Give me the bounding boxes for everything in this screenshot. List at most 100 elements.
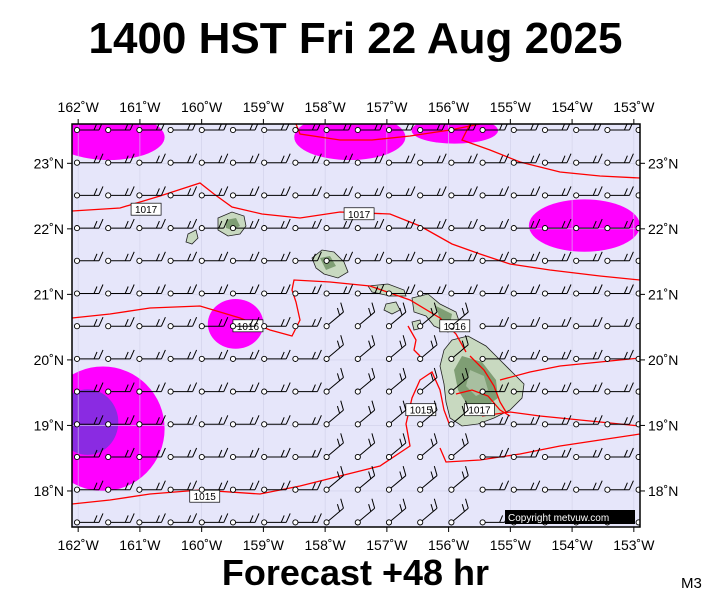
wind-barb [105,251,135,264]
wind-barb [604,382,634,395]
lon-label-bottom: 156˚W [428,537,470,553]
wind-barb [385,124,415,134]
wind-barb [73,251,104,264]
lon-label-bottom: 162˚W [58,537,100,553]
lat-label-left: 23˚N [34,155,64,171]
isobar-line [439,433,640,463]
wind-barb [354,498,376,526]
wind-barb [105,480,135,493]
wind-barb [136,349,166,362]
wind-barb [167,186,198,199]
wind-barb [73,415,104,428]
wind-barb [510,218,541,232]
isobar-line [72,279,467,353]
wind-barb [448,284,478,297]
wind-barb [261,218,291,232]
wind-barb [105,218,135,232]
lat-label-right: 20˚N [648,352,678,368]
lat-label-left: 20˚N [34,352,64,368]
svg-text:1017: 1017 [468,406,491,417]
wind-barb [323,251,354,264]
lat-label-right: 18˚N [648,483,678,499]
wind-barb [73,218,104,232]
lon-label-bottom: 155˚W [490,537,532,553]
lon-label-bottom: 159˚W [243,537,285,553]
wind-barb [73,382,104,395]
wind-barb [354,433,376,461]
wind-barb [198,284,229,297]
wind-barb [73,349,104,362]
wind-barb [167,153,198,166]
wind-barb [323,498,344,526]
rain-zone [528,199,640,252]
wind-barb [323,367,344,395]
wind-barb [573,124,602,134]
wind-barb [604,316,634,330]
isobar-line [469,355,507,413]
wind-barb [261,284,291,297]
wind-barb [198,349,229,362]
wind-barb [604,218,634,232]
wind-barb [198,316,229,330]
wind-barb [479,480,510,493]
wind-barb [354,367,376,395]
isobar-label: 1015 [189,489,221,503]
wind-barb [73,153,104,166]
wind-barb [604,349,634,362]
wind-barb [167,218,198,232]
wind-barb [417,400,438,428]
wind-barb [105,349,135,362]
wind-barb [167,316,198,330]
wind-barb [167,480,198,493]
wind-barb [105,153,135,166]
model-tag: M3 [681,575,702,592]
wind-barb [510,316,541,330]
wind-barb [323,400,344,428]
wind-barb [73,480,104,493]
wind-barb [229,447,260,461]
wind-barb [323,218,354,232]
wind-barb-layer [73,124,640,526]
wind-barb [635,421,640,428]
lat-label-left: 22˚N [34,221,64,237]
wind-barb [198,513,229,526]
wind-barb [448,186,478,199]
wind-barb [635,290,640,297]
wind-barb [167,349,198,362]
island-lanai [383,301,401,315]
wind-barb [73,316,104,330]
isobar-line [499,357,640,381]
lon-label-top: 154˚W [551,99,593,115]
wind-barb [198,124,228,134]
wind-barb [105,284,135,297]
wind-barb [292,186,322,199]
wind-barb [604,480,634,493]
lat-label-right: 22˚N [648,221,678,237]
rain-zone [294,124,406,161]
wind-barb [354,124,384,134]
copyright-box: Copyright metvuw.com [505,510,635,524]
wind-barb [167,415,198,428]
wind-barb [385,498,407,526]
wind-barb [323,302,344,330]
wind-barb [292,316,322,330]
wind-barb [479,284,510,297]
wind-barb [479,382,510,395]
svg-text:1017: 1017 [348,210,371,221]
wind-barb [229,284,260,297]
wind-barb [292,218,322,232]
wind-barb [73,186,104,199]
lon-label-top: 158˚W [305,99,347,115]
wind-barb [292,480,322,493]
wind-barb [635,388,640,395]
wind-barb [354,284,385,297]
wind-barb [448,335,469,362]
wind-barb [167,251,198,264]
wind-barb [323,465,344,493]
wind-barb [573,447,603,461]
wind-barb [604,447,634,461]
isobar-line [72,182,640,281]
wind-barb [417,367,438,395]
wind-barb [136,382,166,395]
wind-barb [448,251,478,264]
